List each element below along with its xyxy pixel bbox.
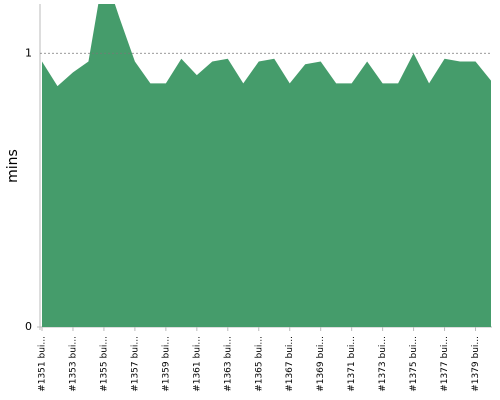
- x-tick-label: #1353 bui...: [68, 336, 78, 392]
- x-tick-label: #1369 bui...: [316, 336, 326, 392]
- x-tick-label: #1373 bui...: [378, 336, 388, 392]
- x-tick-label: #1379 bui...: [471, 336, 481, 392]
- x-tick-label: #1365 bui...: [254, 336, 264, 392]
- x-tick-label: #1361 bui...: [192, 336, 202, 392]
- x-tick-label: #1367 bui...: [285, 336, 295, 392]
- x-tick-label: #1351 bui...: [38, 336, 48, 392]
- y-tick-label: 1: [25, 46, 32, 59]
- area: [42, 4, 491, 327]
- x-tick-label: #1375 bui...: [409, 336, 419, 392]
- y-tick-label: 0: [25, 320, 32, 333]
- x-tick-label: #1355 bui...: [99, 336, 109, 392]
- x-tick-label: #1371 bui...: [347, 336, 357, 392]
- y-axis-label: mins: [5, 149, 21, 183]
- x-tick-label: #1363 bui...: [223, 336, 233, 392]
- x-tick-label: #1377 bui...: [440, 336, 450, 392]
- x-tick-label: #1359 bui...: [161, 336, 171, 392]
- x-tick-label: #1357 bui...: [130, 336, 140, 392]
